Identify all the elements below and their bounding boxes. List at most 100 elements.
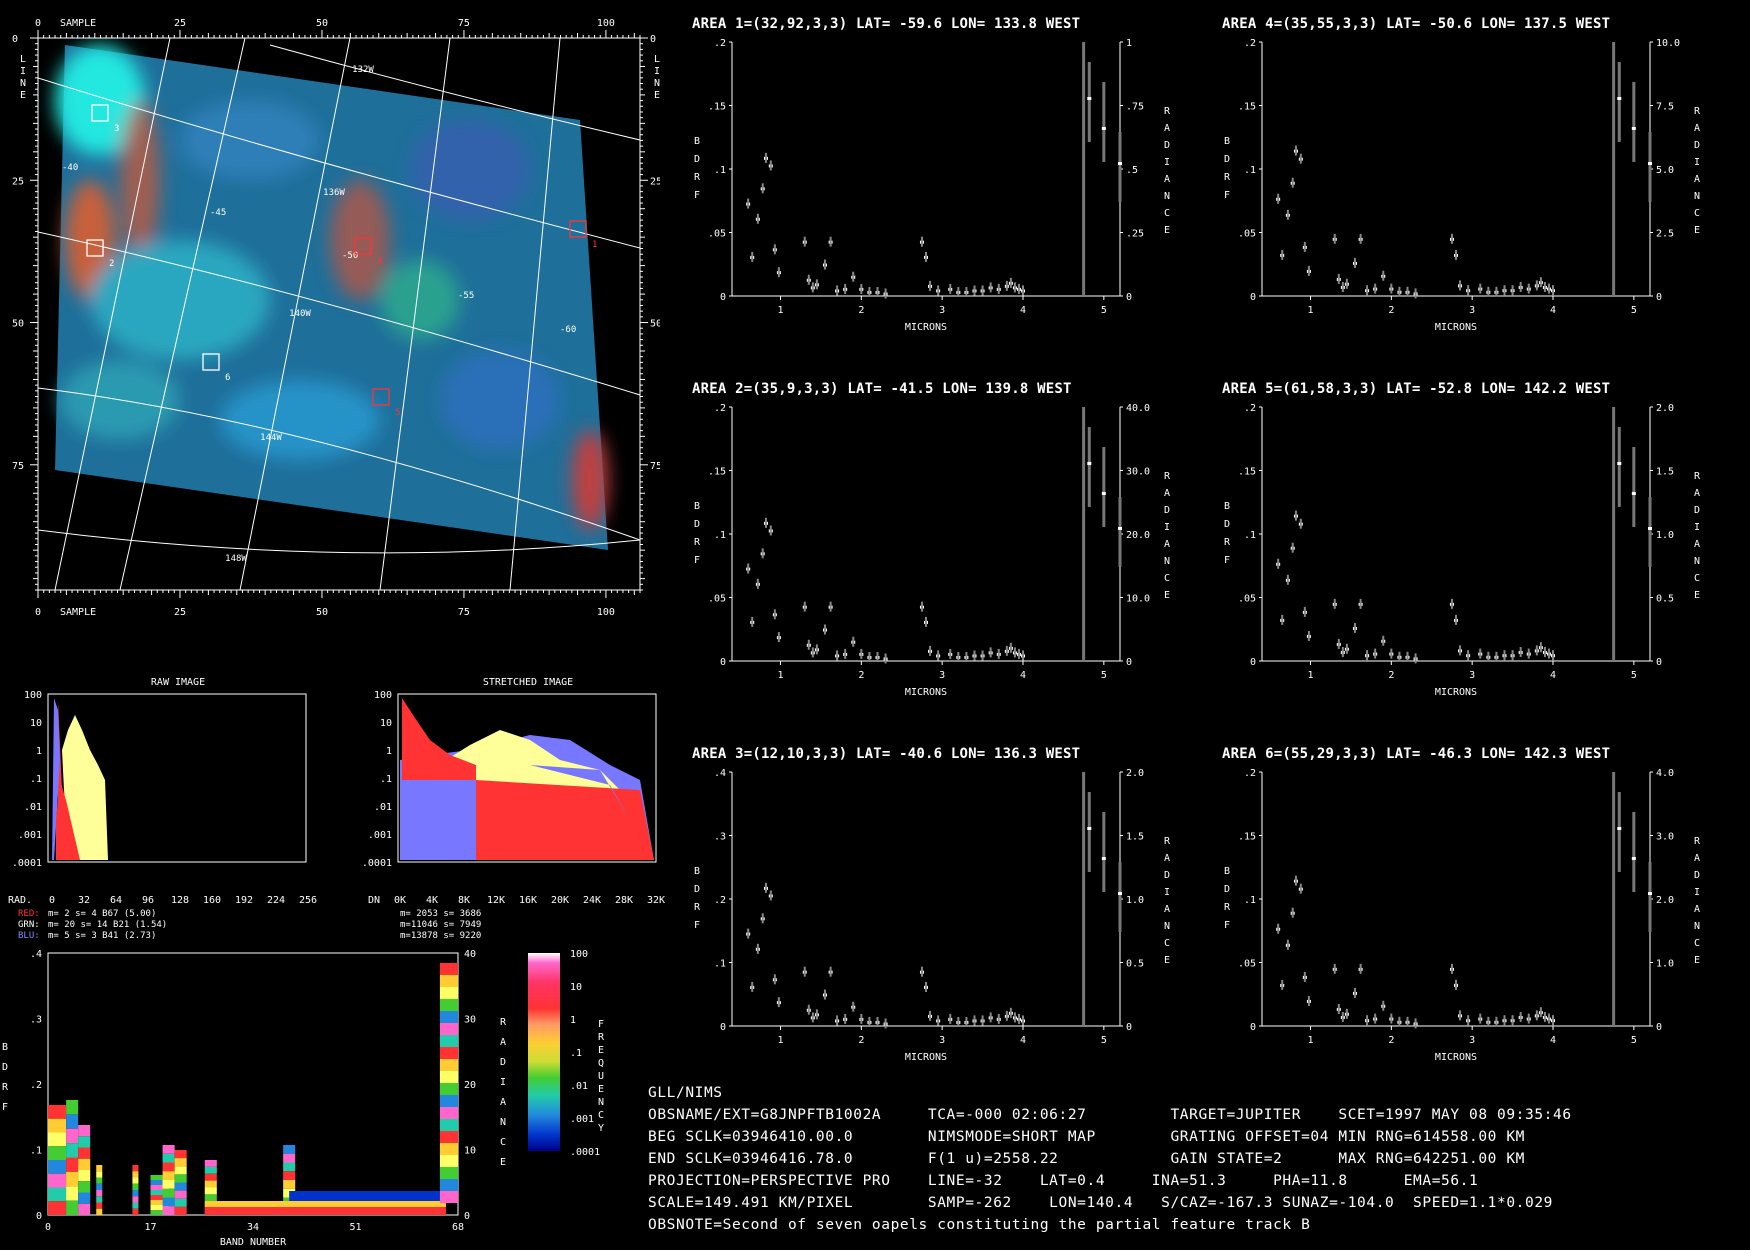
line-tick-label-left: 0: [12, 34, 18, 45]
micron-tick-label: 2: [1388, 1035, 1394, 1046]
raw-stat-label: RED:: [18, 909, 40, 919]
micron-tick-label: 1: [777, 1035, 783, 1046]
raw-x-tick-label: 256: [299, 895, 317, 906]
frequency-letter: E: [598, 1084, 604, 1095]
radiance-letter: C: [1694, 938, 1700, 949]
radiance-letter: A: [1694, 488, 1700, 499]
band-edge-cell: [439, 1071, 458, 1083]
band-frequency-cell: [48, 1173, 67, 1188]
band-frequency-fills: [48, 963, 458, 1215]
raw-x-tick-label: 96: [142, 895, 154, 906]
raw-stat-values: m= 5 s= 3 B41 (2.73): [48, 931, 156, 941]
bdrf-tick-label: 0: [1250, 1022, 1256, 1033]
radiance-tick-label: 20.0: [1126, 530, 1150, 541]
radiance-letter: A: [1164, 488, 1170, 499]
bdrf-tick-label: .05: [1238, 594, 1256, 605]
stretched-y-tick-label: 10: [380, 718, 392, 729]
sample-tick-label-bottom: 100: [597, 607, 615, 618]
stretched-x-axis-label: DN: [368, 895, 380, 906]
bdrf-tick-label: 0: [720, 657, 726, 668]
radiance-tick-label: 2.0: [1656, 403, 1674, 414]
radiance-tick-label: 1.0: [1126, 895, 1144, 906]
band-frequency-cell: [132, 1208, 139, 1215]
stretched-x-tick-label: 0K: [394, 895, 406, 906]
band-frequency-cell: [78, 1147, 91, 1159]
line-tick-label-left: 50: [12, 319, 24, 330]
radiance-letter: N: [1694, 921, 1700, 932]
band-frequency-cell: [174, 1182, 187, 1191]
bdrf-tick-label: .1: [1244, 530, 1256, 541]
radiance-letter: A: [1694, 539, 1700, 550]
line-axis-letter-left: I: [20, 66, 26, 77]
area-spectrum-plot: .4 2.0.3 1.5.2 1.0.1 0.50 01 2 3 4 5MICRONSBDRFRA…: [694, 768, 1171, 1063]
radiance-tick-label: 40.0: [1126, 403, 1150, 414]
bdrf-letter: D: [1224, 154, 1230, 165]
micron-tick-label: 1: [1307, 305, 1313, 316]
radiance-letter: D: [1164, 140, 1170, 151]
radiance-letter: A: [1694, 123, 1700, 134]
band-frequency-cell: [48, 1160, 67, 1174]
raw-x-tick-label: 224: [267, 895, 285, 906]
bdrf-tick-label: .05: [1238, 959, 1256, 970]
band-frequency-cell: [283, 1180, 296, 1189]
band-frequency-cell: [174, 1166, 187, 1175]
band-frequency-cell: [174, 1198, 187, 1207]
radiance-point: [1631, 492, 1636, 495]
band-frequency-cell: [150, 1205, 169, 1210]
radiance-letter: A: [1694, 174, 1700, 185]
radiance-letter: A: [1164, 123, 1170, 134]
area-title: AREA 1=(32,92,3,3) LAT= -59.6 LON= 133.8…: [692, 16, 1081, 32]
longitude-label: 136W: [323, 188, 345, 198]
bdrf-letter: D: [1224, 519, 1230, 530]
radiance-letter: A: [1694, 904, 1700, 915]
band-frequency-cell: [66, 1157, 79, 1172]
raw-x-axis-label: RAD.: [8, 895, 32, 906]
band-frequency-cell: [66, 1143, 79, 1158]
radiance-point: [1617, 462, 1622, 465]
radiance-letter: A: [1164, 539, 1170, 550]
band-frequency-cell: [174, 1190, 187, 1199]
info-line-1: OBSNAME/EXT=G8JNPFTB1002A TCA=-000 02:06…: [648, 1107, 1572, 1123]
raw-stat-label: GRN:: [18, 920, 40, 930]
band-edge-cell: [439, 999, 458, 1011]
band-frequency-cell: [162, 1197, 175, 1207]
radiance-tick-label: 0.5: [1126, 959, 1144, 970]
microns-axis-title: MICRONS: [905, 322, 947, 333]
raw-y-tick-label: 100: [24, 690, 42, 701]
radiance-tick-label: .25: [1126, 229, 1144, 240]
bdrf-tick-label: .05: [708, 594, 726, 605]
radiance-point: [1118, 162, 1122, 165]
raw-y-tick-label: .01: [24, 802, 42, 813]
band-frequency-cell: [204, 1194, 217, 1202]
band-edge-cell: [439, 1035, 458, 1047]
instrument-title: GLL/NIMS: [648, 1085, 723, 1101]
bdrf-letter: R: [694, 172, 701, 183]
band-frequency-cell: [150, 1200, 169, 1205]
micron-tick-label: 2: [1388, 305, 1394, 316]
radiance-tick-label: 1.5: [1656, 467, 1674, 478]
stretched-y-tick-label: 100: [374, 690, 392, 701]
radiance-tick-label: 30.0: [1126, 467, 1150, 478]
radiance-point: [1101, 492, 1106, 495]
micron-tick-label: 5: [1101, 305, 1107, 316]
bdrf-tick-label: .1: [1244, 165, 1256, 176]
bdrf-tick-label: .2: [1244, 403, 1256, 414]
radiance-tick-label: 0: [1126, 657, 1132, 668]
line-axis-letter-right: E: [654, 90, 660, 101]
frequency-letter: Q: [598, 1058, 604, 1069]
band-frequency-cell: [78, 1136, 91, 1148]
stretched-x-tick-label: 8K: [458, 895, 470, 906]
sample-tick-label-top: 0: [35, 18, 41, 29]
radiance-tick-label: 0: [1656, 657, 1662, 668]
radiance-letter: A: [1694, 853, 1700, 864]
micron-tick-label: 3: [939, 670, 945, 681]
radiance-letter: D: [1694, 140, 1700, 151]
band-frequency-cell: [132, 1165, 139, 1172]
bdrf-tick-label: .15: [708, 467, 726, 478]
sample-tick-label-top: 100: [597, 18, 615, 29]
radiance-point: [1648, 892, 1652, 895]
radiance-tick-label: 4.0: [1656, 768, 1674, 779]
stretched-image-title: STRETCHED IMAGE: [483, 677, 573, 688]
radiance-letter: C: [1694, 208, 1700, 219]
longitude-label: 132W: [352, 65, 374, 75]
